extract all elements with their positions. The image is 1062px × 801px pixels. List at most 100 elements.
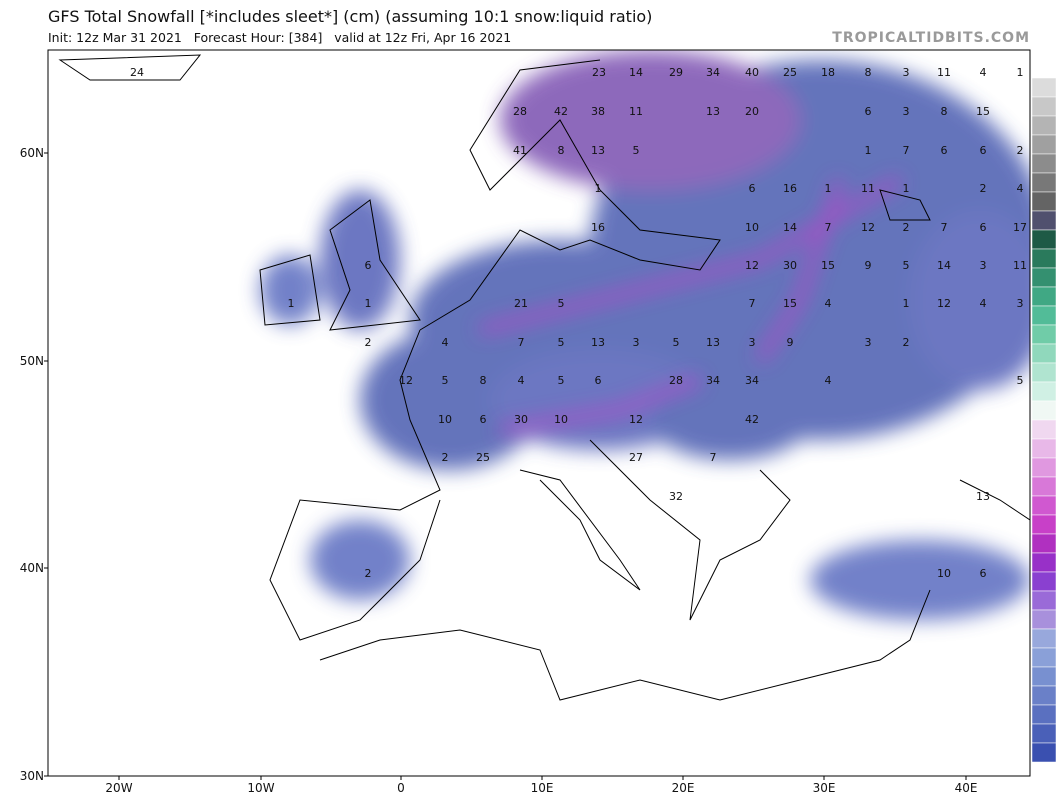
snow-amount: 27: [629, 451, 643, 464]
snow-amount: 2: [980, 182, 987, 195]
snow-amount: 8: [558, 144, 565, 157]
snow-amount: 4: [825, 297, 832, 310]
snow-amount: 15: [783, 297, 797, 310]
snow-amount: 38: [591, 105, 605, 118]
snow-bands: [478, 175, 903, 435]
snow-amount: 4: [825, 374, 832, 387]
snow-amount: 7: [941, 221, 948, 234]
lat-label: 60N: [20, 146, 44, 160]
colorbar-swatch: [1031, 229, 1057, 250]
snow-amount: 13: [706, 336, 720, 349]
snow-amount: 16: [591, 221, 605, 234]
snow-amount: 6: [941, 144, 948, 157]
colorbar-swatch: [1031, 419, 1057, 440]
colorbar-swatch: [1031, 134, 1057, 155]
colorbar-swatch: [1031, 210, 1057, 231]
snow-amount: 5: [903, 259, 910, 272]
snow-amount: 28: [669, 374, 683, 387]
lon-label: 20E: [672, 781, 695, 795]
colorbar-swatch: [1031, 77, 1057, 98]
snow-amount: 8: [941, 105, 948, 118]
snow-amount: 6: [980, 144, 987, 157]
map-frame: [47, 49, 1031, 777]
colorbar-swatch: [1031, 286, 1057, 307]
snow-amount: 1: [865, 144, 872, 157]
colorbar-swatch: [1031, 153, 1057, 174]
snow-amount: 13: [976, 490, 990, 503]
snow-amount: 11: [937, 66, 951, 79]
colorbar-swatch: [1031, 172, 1057, 193]
snow-amount: 10: [745, 221, 759, 234]
snow-amount: 3: [1017, 297, 1024, 310]
subtitle: Init: 12z Mar 31 2021 Forecast Hour: [38…: [48, 30, 511, 45]
lon-label: 30E: [813, 781, 836, 795]
snow-amount: 20: [745, 105, 759, 118]
colorbar-swatch: [1031, 514, 1057, 535]
colorbar-swatch: [1031, 609, 1057, 630]
snow-amount: 11: [861, 182, 875, 195]
snow-amount: 7: [710, 451, 717, 464]
snow-amount: 40: [745, 66, 759, 79]
snow-amount: 34: [745, 374, 759, 387]
colorbar-swatch: [1031, 476, 1057, 497]
colorbar-swatch: [1031, 590, 1057, 611]
snow-amount: 6: [865, 105, 872, 118]
snow-amount: 6: [980, 221, 987, 234]
colorbar-swatch: [1031, 666, 1057, 687]
colorbar-swatch: [1031, 742, 1057, 763]
colorbar-swatch: [1031, 191, 1057, 212]
lon-label: 20W: [105, 781, 132, 795]
colorbar-swatch: [1031, 571, 1057, 592]
snow-amount: 1: [903, 182, 910, 195]
snow-amount: 24: [130, 66, 144, 79]
snow-amount: 2: [365, 567, 372, 580]
colorbar-swatch: [1031, 343, 1057, 364]
lon-label: 0: [397, 781, 405, 795]
snow-amount: 6: [980, 567, 987, 580]
colorbar-swatch: [1031, 723, 1057, 744]
colorbar-swatch: [1031, 704, 1057, 725]
snow-amount: 14: [937, 259, 951, 272]
snow-amount: 2: [365, 336, 372, 349]
colorbar: [1031, 77, 1057, 763]
snow-amount: 1: [1017, 66, 1024, 79]
snow-amount: 2: [903, 336, 910, 349]
snow-amount: 41: [513, 144, 527, 157]
snow-amount: 3: [633, 336, 640, 349]
snow-amount: 42: [745, 413, 759, 426]
snow-amount: 3: [865, 336, 872, 349]
colorbar-swatch: [1031, 533, 1057, 554]
snow-amount: 12: [861, 221, 875, 234]
snow-amount: 10: [438, 413, 452, 426]
snow-amount: 5: [558, 374, 565, 387]
lat-label: 50N: [20, 354, 44, 368]
snow-amount: 3: [749, 336, 756, 349]
colorbar-swatch: [1031, 115, 1057, 136]
snow-amount: 5: [1017, 374, 1024, 387]
snow-amount: 14: [783, 221, 797, 234]
snow-amount: 4: [442, 336, 449, 349]
snow-amount: 4: [1017, 182, 1024, 195]
snow-amount: 14: [629, 66, 643, 79]
lon-label: 40E: [955, 781, 978, 795]
snow-amount: 1: [288, 297, 295, 310]
colorbar-swatch: [1031, 457, 1057, 478]
snow-amount: 7: [903, 144, 910, 157]
snow-amount: 3: [903, 66, 910, 79]
snow-amount: 5: [558, 336, 565, 349]
snow-amount: 16: [783, 182, 797, 195]
colorbar-swatch: [1031, 647, 1057, 668]
snow-amount: 1: [825, 182, 832, 195]
colorbar-swatch: [1031, 305, 1057, 326]
lon-label: 10W: [247, 781, 274, 795]
snow-amount: 42: [554, 105, 568, 118]
brand: TROPICALTIDBITS.COM: [832, 30, 1030, 46]
snow-amount: 25: [783, 66, 797, 79]
snow-amount: 17: [1013, 221, 1027, 234]
colorbar-swatch: [1031, 552, 1057, 573]
snow-amount: 2: [442, 451, 449, 464]
colorbar-swatch: [1031, 438, 1057, 459]
snow-amount: 2: [1017, 144, 1024, 157]
snow-amount: 4: [980, 297, 987, 310]
